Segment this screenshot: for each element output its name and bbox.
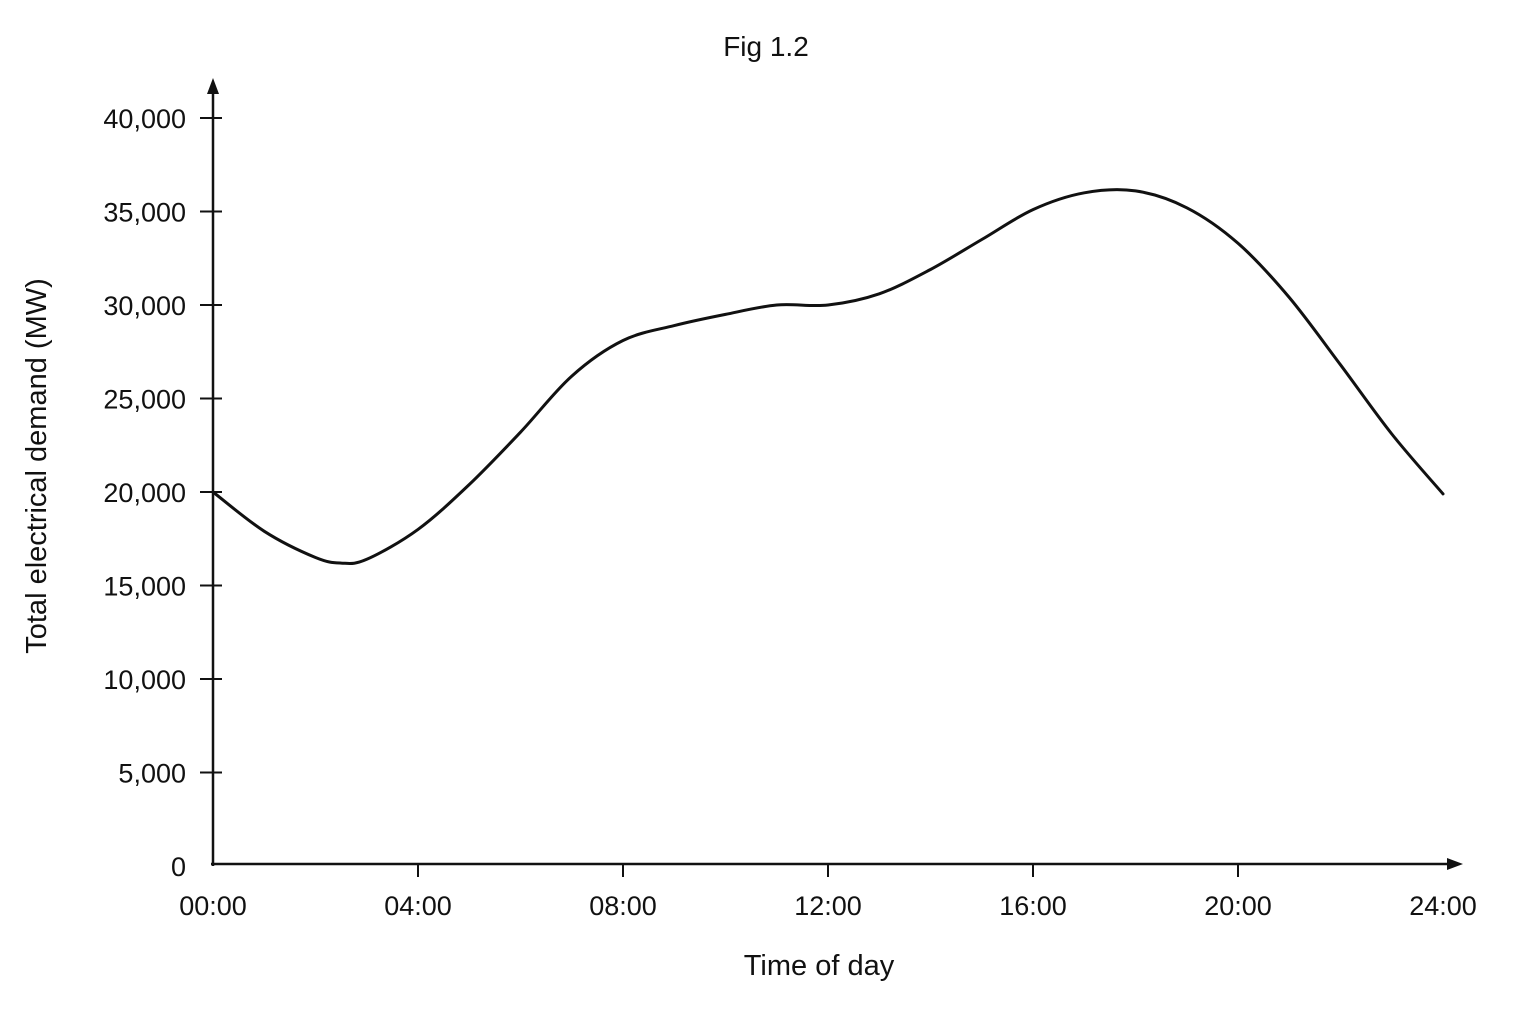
x-tick-label: 08:00 bbox=[589, 891, 657, 921]
x-tick-label: 20:00 bbox=[1204, 891, 1272, 921]
y-tick-label: 30,000 bbox=[103, 291, 186, 321]
x-tick-label: 00:00 bbox=[179, 891, 247, 921]
x-axis-label: Time of day bbox=[744, 950, 895, 982]
x-axis-arrow bbox=[1447, 858, 1463, 870]
x-tick-label: 12:00 bbox=[794, 891, 862, 921]
x-tick-label: 16:00 bbox=[999, 891, 1067, 921]
x-tick-label: 04:00 bbox=[384, 891, 452, 921]
y-axis-label: Total electrical demand (MW) bbox=[21, 278, 53, 654]
y-tick-label: 20,000 bbox=[103, 478, 186, 508]
chart-title: Fig 1.2 bbox=[723, 31, 809, 62]
demand-series-line bbox=[211, 188, 1445, 566]
y-tick-label: 40,000 bbox=[103, 104, 186, 134]
y-tick-label: 35,000 bbox=[103, 198, 186, 228]
y-tick-label: 0 bbox=[171, 852, 186, 882]
y-axis-arrow bbox=[207, 78, 219, 94]
y-tick-label: 10,000 bbox=[103, 665, 186, 695]
y-tick-label: 5,000 bbox=[118, 759, 186, 789]
y-tick-label: 25,000 bbox=[103, 385, 186, 415]
x-tick-label: 24:00 bbox=[1409, 891, 1477, 921]
y-tick-label: 15,000 bbox=[103, 572, 186, 602]
